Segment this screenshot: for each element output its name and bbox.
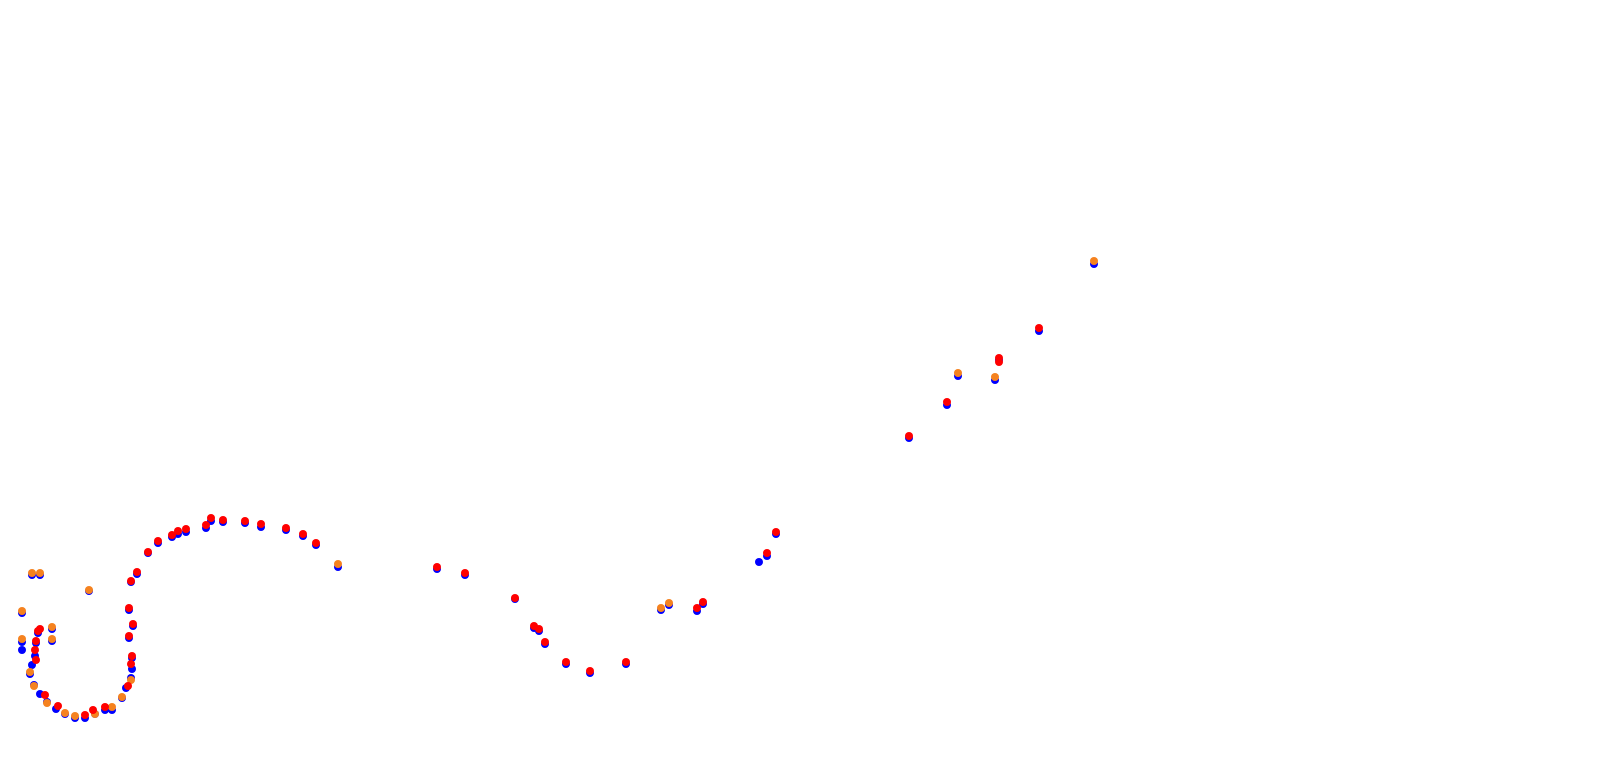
point	[665, 599, 673, 607]
point	[127, 577, 135, 585]
point	[207, 514, 215, 522]
point	[461, 569, 469, 577]
point	[202, 521, 210, 529]
point	[32, 656, 40, 664]
point	[693, 604, 701, 612]
point	[433, 563, 441, 571]
point	[763, 549, 771, 557]
point	[905, 432, 913, 440]
point	[41, 691, 49, 699]
point	[772, 528, 780, 536]
point	[43, 699, 51, 707]
point	[125, 604, 133, 612]
point	[89, 706, 97, 714]
point	[36, 625, 44, 633]
point	[144, 548, 152, 556]
point	[18, 607, 26, 615]
point	[124, 682, 132, 690]
point	[219, 516, 227, 524]
point	[31, 646, 39, 654]
point	[943, 398, 951, 406]
point	[954, 369, 962, 377]
point	[128, 652, 136, 660]
point	[85, 586, 93, 594]
point	[54, 702, 62, 710]
point	[108, 703, 116, 711]
point	[118, 693, 126, 701]
point	[154, 537, 162, 545]
point	[995, 358, 1003, 366]
point	[81, 711, 89, 719]
point	[257, 520, 265, 528]
point	[28, 569, 36, 577]
point	[562, 658, 570, 666]
point	[32, 637, 40, 645]
point	[48, 635, 56, 643]
point	[1035, 324, 1043, 332]
point	[71, 712, 79, 720]
point	[26, 668, 34, 676]
point	[657, 604, 665, 612]
point	[127, 660, 135, 668]
point	[18, 646, 26, 654]
point	[622, 658, 630, 666]
point	[299, 530, 307, 538]
point	[282, 524, 290, 532]
point	[168, 531, 176, 539]
point	[755, 558, 763, 566]
point	[101, 703, 109, 711]
point	[61, 709, 69, 717]
point	[48, 623, 56, 631]
point	[18, 635, 26, 643]
point	[36, 569, 44, 577]
point	[530, 622, 538, 630]
point	[125, 632, 133, 640]
point	[991, 373, 999, 381]
point	[511, 594, 519, 602]
point	[699, 598, 707, 606]
point	[30, 682, 38, 690]
point	[241, 517, 249, 525]
point	[129, 620, 137, 628]
point	[133, 568, 141, 576]
point	[586, 667, 594, 675]
point	[541, 638, 549, 646]
point	[182, 525, 190, 533]
point	[127, 676, 135, 684]
point	[1090, 257, 1098, 265]
point	[334, 560, 342, 568]
point	[174, 527, 182, 535]
point	[312, 539, 320, 547]
